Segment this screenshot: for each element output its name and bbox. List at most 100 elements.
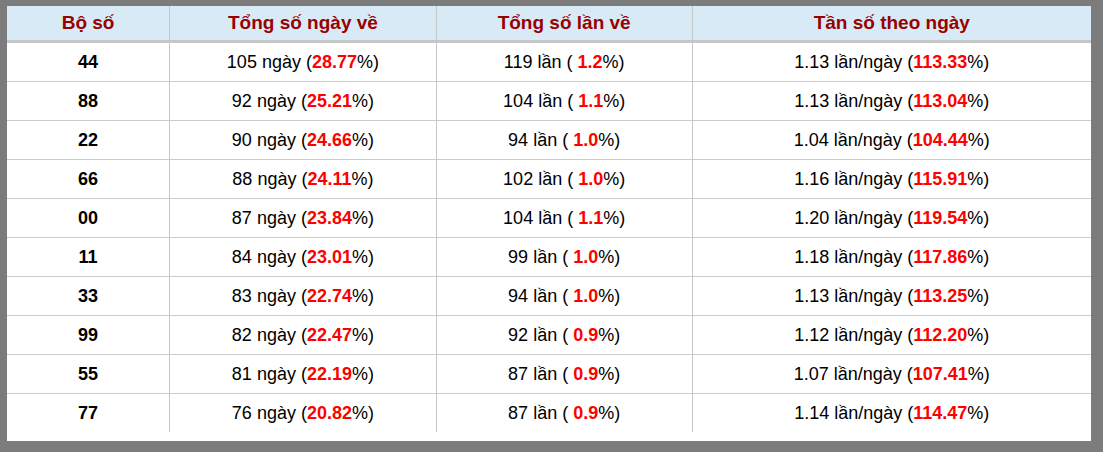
cell-suffix: %) [352, 403, 374, 423]
cell-percent: 23.01 [307, 247, 352, 267]
cell-percent: 115.91 [913, 169, 967, 189]
cell-text: 1.16 lần/ngày ( [794, 169, 913, 189]
cell-text: 104 lần ( [503, 91, 573, 111]
cell-percent: 28.77 [312, 52, 357, 72]
cell-text: 105 ngày ( [227, 52, 312, 72]
cell-percent: 0.9 [568, 403, 598, 423]
cell-text: 102 lần ( [503, 169, 573, 189]
cell-percent: 25.21 [307, 91, 352, 111]
cell-text: 1.14 lần/ngày ( [794, 403, 913, 423]
days-cell: 92 ngày (25.21%) [170, 82, 437, 121]
col-header-pair: Bộ số [7, 6, 170, 42]
days-cell: 81 ngày (22.19%) [170, 355, 437, 394]
times-cell: 92 lần ( 0.9%) [436, 316, 692, 355]
cell-suffix: %) [352, 91, 374, 111]
cell-percent: 24.11 [307, 169, 351, 189]
cell-text: 99 lần ( [508, 247, 568, 267]
pair-cell: 11 [7, 238, 170, 277]
table-row: 22 90 ngày (24.66%) 94 lần ( 1.0%) 1.04 … [7, 121, 1091, 160]
cell-suffix: %) [598, 286, 620, 306]
days-cell: 76 ngày (20.82%) [170, 394, 437, 433]
times-cell: 104 lần ( 1.1%) [436, 199, 692, 238]
cell-percent: 0.9 [568, 364, 598, 384]
cell-suffix: %) [967, 325, 989, 345]
cell-text: 90 ngày ( [232, 130, 307, 150]
freq-cell: 1.13 lần/ngày (113.04%) [692, 82, 1091, 121]
freq-cell: 1.13 lần/ngày (113.25%) [692, 277, 1091, 316]
table-body: 44 105 ngày (28.77%) 119 lần ( 1.2%) 1.1… [7, 42, 1091, 433]
cell-text: 1.20 lần/ngày ( [794, 208, 913, 228]
freq-cell: 1.16 lần/ngày (115.91%) [692, 160, 1091, 199]
cell-percent: 119.54 [913, 208, 967, 228]
cell-suffix: %) [351, 169, 373, 189]
times-cell: 87 lần ( 0.9%) [436, 394, 692, 433]
cell-suffix: %) [352, 130, 374, 150]
page: Bộ số Tổng số ngày về Tổng số lần về Tần… [0, 0, 1108, 456]
table-row: 00 87 ngày (23.84%) 104 lần ( 1.1%) 1.20… [7, 199, 1091, 238]
cell-text: 1.04 lần/ngày ( [794, 130, 913, 150]
freq-cell: 1.07 lần/ngày (107.41%) [692, 355, 1091, 394]
cell-percent: 1.1 [573, 91, 603, 111]
cell-suffix: %) [967, 286, 989, 306]
cell-suffix: %) [968, 364, 990, 384]
days-cell: 83 ngày (22.74%) [170, 277, 437, 316]
times-cell: 94 lần ( 1.0%) [436, 121, 692, 160]
pair-cell: 44 [7, 42, 170, 82]
days-cell: 82 ngày (22.47%) [170, 316, 437, 355]
times-cell: 87 lần ( 0.9%) [436, 355, 692, 394]
table-row: 99 82 ngày (22.47%) 92 lần ( 0.9%) 1.12 … [7, 316, 1091, 355]
cell-suffix: %) [603, 208, 625, 228]
cell-suffix: %) [967, 208, 989, 228]
cell-suffix: %) [352, 286, 374, 306]
cell-suffix: %) [598, 325, 620, 345]
cell-percent: 1.0 [573, 169, 603, 189]
table-row: 11 84 ngày (23.01%) 99 lần ( 1.0%) 1.18 … [7, 238, 1091, 277]
cell-text: 87 ngày ( [232, 208, 307, 228]
cell-text: 1.18 lần/ngày ( [794, 247, 913, 267]
cell-text: 1.12 lần/ngày ( [794, 325, 913, 345]
cell-text: 87 lần ( [508, 364, 568, 384]
freq-cell: 1.14 lần/ngày (114.47%) [692, 394, 1091, 433]
cell-percent: 1.2 [573, 52, 603, 72]
cell-text: 82 ngày ( [232, 325, 307, 345]
cell-text: 94 lần ( [508, 130, 568, 150]
cell-percent: 22.47 [307, 325, 352, 345]
cell-percent: 114.47 [913, 403, 967, 423]
times-cell: 102 lần ( 1.0%) [436, 160, 692, 199]
times-cell: 119 lần ( 1.2%) [436, 42, 692, 82]
cell-suffix: %) [598, 130, 620, 150]
cell-percent: 1.1 [573, 208, 603, 228]
cell-text: 88 ngày ( [232, 169, 307, 189]
days-cell: 88 ngày (24.11%) [170, 160, 437, 199]
col-header-times: Tổng số lần về [436, 6, 692, 42]
cell-percent: 22.19 [307, 364, 352, 384]
table-row: 33 83 ngày (22.74%) 94 lần ( 1.0%) 1.13 … [7, 277, 1091, 316]
header-row: Bộ số Tổng số ngày về Tổng số lần về Tần… [7, 6, 1091, 42]
pair-cell: 99 [7, 316, 170, 355]
table-row: 55 81 ngày (22.19%) 87 lần ( 0.9%) 1.07 … [7, 355, 1091, 394]
cell-percent: 112.20 [913, 325, 967, 345]
cell-text: 1.13 lần/ngày ( [794, 286, 913, 306]
cell-percent: 24.66 [307, 130, 352, 150]
freq-cell: 1.20 lần/ngày (119.54%) [692, 199, 1091, 238]
cell-suffix: %) [967, 169, 989, 189]
cell-percent: 23.84 [307, 208, 352, 228]
days-cell: 105 ngày (28.77%) [170, 42, 437, 82]
freq-cell: 1.13 lần/ngày (113.33%) [692, 42, 1091, 82]
cell-text: 87 lần ( [508, 403, 568, 423]
cell-percent: 104.44 [913, 130, 968, 150]
cell-suffix: %) [967, 91, 989, 111]
cell-text: 83 ngày ( [232, 286, 307, 306]
cell-text: 92 lần ( [508, 325, 568, 345]
cell-suffix: %) [967, 247, 989, 267]
cell-suffix: %) [598, 247, 620, 267]
pair-cell: 00 [7, 199, 170, 238]
table-row: 66 88 ngày (24.11%) 102 lần ( 1.0%) 1.16… [7, 160, 1091, 199]
cell-percent: 113.25 [913, 286, 967, 306]
pair-cell: 33 [7, 277, 170, 316]
freq-cell: 1.12 lần/ngày (112.20%) [692, 316, 1091, 355]
table-row: 77 76 ngày (20.82%) 87 lần ( 0.9%) 1.14 … [7, 394, 1091, 433]
pair-cell: 55 [7, 355, 170, 394]
cell-text: 1.13 lần/ngày ( [794, 91, 913, 111]
pair-cell: 88 [7, 82, 170, 121]
